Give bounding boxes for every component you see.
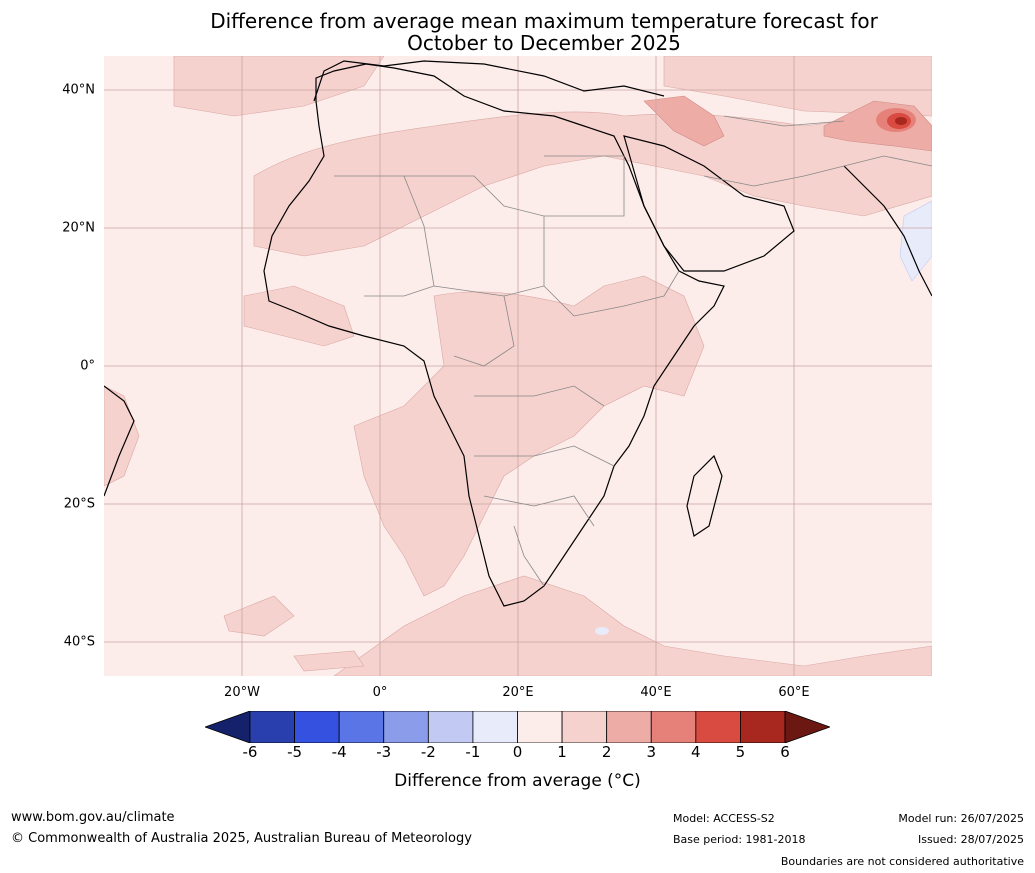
lat-label-0: 0° — [80, 358, 95, 374]
lon-label-20e: 20°E — [502, 685, 534, 700]
coastlines — [104, 60, 932, 607]
anomaly-zone-south-cool — [595, 627, 609, 635]
colorbar-segment — [294, 711, 340, 743]
anomaly-zone-west-ocean — [104, 385, 140, 487]
colorbar-tick-label: -6 — [242, 743, 258, 761]
anomaly-zone-top-right — [663, 56, 932, 117]
colorbar-tick-label: 5 — [735, 743, 746, 761]
colorbar — [205, 711, 830, 743]
footer-model: Model: ACCESS-S2 — [673, 812, 775, 825]
colorbar-segment — [338, 711, 385, 743]
europe-coastline — [313, 60, 665, 102]
lon-label-40e: 40°E — [640, 685, 672, 700]
footer-copyright: © Commonwealth of Australia 2025, Austra… — [11, 831, 472, 846]
colorbar-tick-label: -4 — [331, 743, 347, 761]
colorbar-tick-label: 2 — [601, 743, 612, 761]
colorbar-extend-high — [784, 711, 830, 743]
anomaly-zone-southwest — [223, 595, 295, 637]
footer-issued: Issued: 28/07/2025 — [917, 833, 1024, 846]
madagascar-coastline — [686, 454, 723, 537]
india-coastline — [843, 165, 932, 297]
country-borders — [334, 115, 932, 587]
colorbar-segment — [695, 711, 741, 743]
colorbar-segment — [740, 711, 786, 743]
south-america-coastline — [104, 385, 135, 497]
arabia-coastline — [623, 135, 795, 272]
gridlines — [104, 56, 932, 676]
anomaly-zone-india-cool — [899, 200, 932, 282]
anomaly-zone-north — [253, 111, 932, 257]
anomaly-zone-central — [353, 275, 705, 597]
colorbar-segment — [427, 711, 474, 743]
colorbar-tick-label: 4 — [691, 743, 701, 761]
forecast-map — [104, 56, 932, 676]
title-line-2: October to December 2025 — [407, 31, 681, 55]
map-title: Difference from average mean maximum tem… — [104, 10, 984, 54]
anomaly-zone-west-coast — [243, 285, 355, 347]
colorbar-tick-label: -3 — [376, 743, 392, 761]
lon-label-60e: 60°E — [778, 685, 810, 700]
lat-label-20s: 20°S — [63, 496, 95, 512]
colorbar-segment — [383, 711, 429, 743]
colorbar-label: Difference from average (°C) — [394, 771, 641, 791]
lon-label-0: 0° — [372, 685, 388, 700]
anomaly-zone-south — [333, 575, 932, 676]
colorbar-tick-label: -2 — [420, 743, 436, 761]
anomaly-zone-southwest-2 — [293, 650, 365, 672]
colorbar-segment — [472, 711, 518, 743]
footer-base-period: Base period: 1981-2018 — [673, 833, 806, 846]
footer-disclaimer: Boundaries are not considered authoritat… — [780, 855, 1024, 868]
colorbar-tick-label: 1 — [557, 743, 567, 761]
title-line-1: Difference from average mean maximum tem… — [210, 9, 878, 33]
colorbar-tick-label: -1 — [465, 743, 481, 761]
colorbar-tick-label: 6 — [780, 743, 790, 761]
lat-label-40n: 40°N — [62, 82, 95, 98]
anomaly-hotspot-core — [895, 117, 907, 125]
colorbar-extend-low — [205, 711, 251, 743]
colorbar-segment — [517, 711, 563, 743]
colorbar-tick-label: 3 — [646, 743, 657, 761]
lat-label-20n: 20°N — [62, 220, 95, 236]
anomaly-zone-iran — [643, 95, 725, 147]
colorbar-tick-label: -5 — [287, 743, 303, 761]
colorbar-segment — [561, 711, 608, 743]
lat-label-40s: 40°S — [63, 634, 95, 650]
anomaly-zone-top — [173, 56, 385, 117]
colorbar-tick-label: 0 — [512, 743, 523, 761]
footer-website[interactable]: www.bom.gov.au/climate — [11, 810, 175, 825]
lon-label-20w: 20°W — [224, 685, 260, 700]
footer-model-run: Model run: 26/07/2025 — [898, 812, 1024, 825]
colorbar-segment — [650, 711, 697, 743]
colorbar-segment — [249, 711, 295, 743]
colorbar-segment — [606, 711, 652, 743]
africa-coastline — [263, 63, 725, 607]
